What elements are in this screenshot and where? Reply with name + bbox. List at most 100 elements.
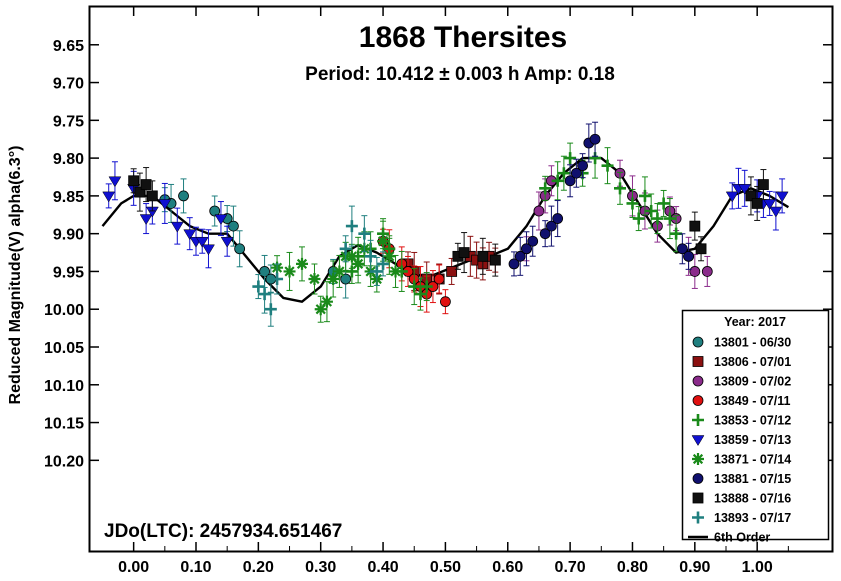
data-point-13853 [651, 212, 664, 225]
data-point-13888 [695, 243, 707, 255]
data-point-13888 [128, 175, 140, 187]
y-tick-label: 9.80 [53, 151, 84, 168]
data-point-13881 [514, 250, 526, 262]
legend-marker [692, 336, 704, 348]
data-point-13893 [377, 257, 390, 270]
data-point-13871 [377, 235, 390, 248]
data-point-13871 [308, 273, 321, 285]
data-point-13893 [370, 265, 383, 278]
data-point-13871 [345, 250, 358, 263]
data-point-13893 [364, 250, 377, 263]
data-point-13881 [552, 213, 564, 224]
data-point-13893 [258, 288, 271, 301]
data-point-13853 [539, 182, 552, 195]
data-point-13853 [645, 205, 658, 217]
x-tick-label: 0.70 [555, 559, 586, 576]
legend-label: 13849 - 07/11 [714, 394, 791, 408]
x-tick-label: 0.10 [180, 559, 211, 576]
y-tick-label: 9.75 [53, 113, 84, 130]
data-point-13881 [539, 228, 551, 240]
x-tick-label: 0.60 [492, 559, 523, 576]
data-point-13888 [140, 179, 152, 190]
data-point-13893 [339, 242, 352, 255]
legend-marker [692, 453, 704, 465]
data-point-13888 [146, 190, 158, 202]
legend-marker [692, 395, 704, 406]
legend-marker [692, 375, 704, 387]
data-point-13853 [601, 159, 614, 172]
data-point-13853 [632, 212, 645, 225]
data-point-13849 [433, 273, 445, 285]
data-point-13881 [521, 243, 532, 255]
data-point-13809 [689, 266, 701, 277]
x-tick-label: 0.80 [617, 559, 648, 576]
y-tick-label: 9.70 [53, 76, 84, 93]
data-point-13859 [102, 191, 116, 203]
data-point-13881 [508, 258, 520, 270]
data-point-13853 [564, 152, 577, 165]
legend-label: 13801 - 06/30 [714, 336, 791, 350]
y-tick-label: 10.00 [44, 302, 84, 319]
x-tick-label: 0.90 [679, 559, 710, 576]
data-point-13801 [178, 190, 189, 202]
y-tick-label: 9.95 [53, 264, 84, 281]
data-point-13888 [745, 190, 757, 202]
data-point-13859 [202, 244, 215, 256]
data-point-13859 [183, 229, 197, 241]
data-point-13859 [775, 191, 789, 203]
legend-label: 13806 - 07/01 [714, 355, 791, 369]
y-tick-label: 9.90 [53, 227, 84, 244]
y-tick-label: 10.10 [44, 378, 84, 395]
data-point-13893 [345, 220, 358, 233]
data-point-13871 [296, 257, 308, 270]
data-point-13871 [333, 265, 346, 278]
data-point-13893 [271, 273, 284, 285]
legend-label: 13809 - 07/02 [714, 375, 791, 389]
data-point-13871 [314, 303, 327, 316]
data-point-13859 [220, 236, 234, 248]
data-point-13881 [589, 133, 601, 145]
legend-box [681, 309, 830, 541]
legend-label: 13853 - 07/12 [714, 414, 791, 428]
data-point-13806 [446, 266, 458, 277]
fit-curve-6th-order [101, 156, 790, 303]
data-point-13859 [158, 199, 172, 210]
legend-title: Year: 2017 [724, 315, 786, 329]
data-point-13893 [358, 227, 371, 240]
data-point-13853 [614, 182, 626, 195]
data-point-13859 [769, 206, 783, 218]
data-point-13809 [701, 266, 713, 277]
x-tick-label: 0.40 [367, 559, 398, 576]
legend-marker [692, 511, 704, 524]
legend: Year: 2017 13801 - 06/30 13806 - 07/01 138… [681, 309, 830, 545]
data-point-13853 [420, 280, 433, 293]
legend-marker [692, 492, 704, 504]
legend-label: 13888 - 07/16 [714, 492, 791, 506]
data-point-13871 [327, 273, 340, 285]
data-point-13801 [234, 243, 246, 255]
data-point-13888 [458, 247, 470, 258]
data-point-13888 [134, 186, 146, 198]
epoch-annotation: JDo(LTC): 2457934.651467 [104, 521, 342, 542]
data-point-13888 [758, 179, 769, 190]
data-point-13853 [638, 189, 651, 202]
y-tick-label: 10.05 [44, 340, 84, 357]
data-point-13888 [751, 198, 763, 209]
chart-subtitle: Period: 10.412 ± 0.003 h Amp: 0.18 [305, 64, 615, 85]
legend-marker [692, 414, 704, 426]
data-point-13881 [683, 250, 694, 262]
data-point-13871 [352, 257, 365, 270]
data-point-13853 [414, 288, 427, 301]
data-point-13849 [440, 296, 451, 308]
x-tick-label: 0.30 [305, 559, 336, 576]
data-point-13859 [763, 199, 777, 210]
data-point-13859 [170, 221, 184, 233]
data-point-13881 [577, 160, 588, 172]
legend-label: 13859 - 07/13 [714, 433, 791, 447]
data-point-13859 [108, 176, 122, 188]
data-point-13853 [657, 197, 670, 210]
data-point-13888 [489, 254, 501, 266]
x-tick-label: 0.50 [430, 559, 461, 576]
y-tick-label: 9.85 [53, 189, 84, 206]
data-point-13893 [252, 280, 265, 293]
